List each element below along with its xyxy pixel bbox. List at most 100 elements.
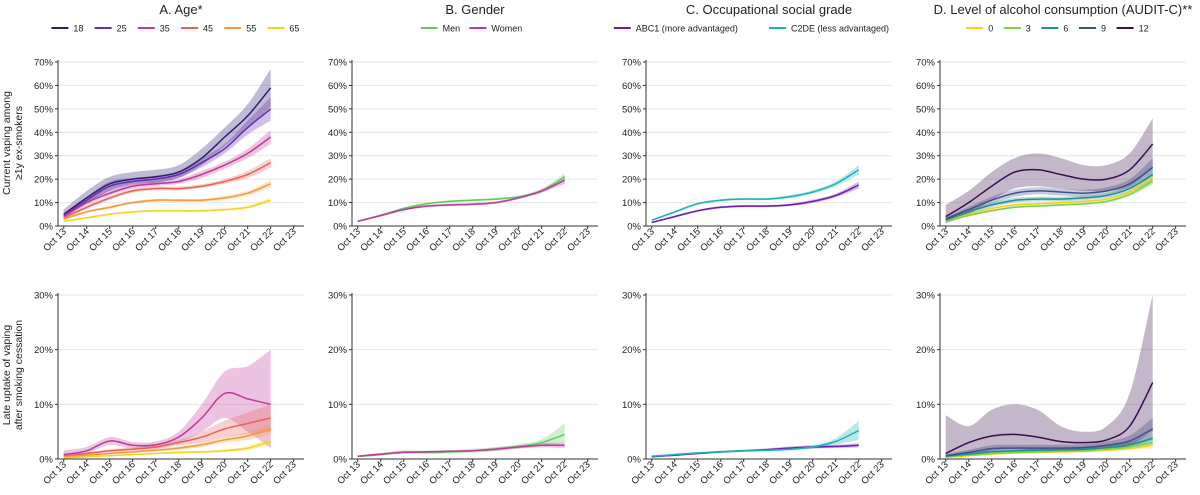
y-tick-label: 40% xyxy=(622,128,642,139)
x-tick-label: Oct 14 xyxy=(946,226,974,254)
legend-item: 65 xyxy=(267,24,299,34)
x-tick-label: Oct 15 xyxy=(381,226,409,254)
series-line-women xyxy=(357,444,565,458)
x-tick-label: Oct 16 xyxy=(992,226,1020,254)
x-tick-label: Oct 15 xyxy=(87,459,115,487)
y-tick-label: 70% xyxy=(916,58,936,69)
x-tick-label: Oct 20 xyxy=(790,226,818,254)
x-tick-label: Oct 23 xyxy=(1153,459,1181,487)
y-tick-label: 70% xyxy=(622,58,642,69)
legend-item: 35 xyxy=(137,24,170,34)
legend-item: 6 xyxy=(1041,24,1068,34)
x-tick-label: Oct 18 xyxy=(450,459,478,487)
series-line-55 xyxy=(63,183,271,220)
y-tick-label: 50% xyxy=(916,104,936,115)
x-tick-label: Oct 16 xyxy=(698,226,726,254)
x-tick-label: Oct 19 xyxy=(1061,459,1089,487)
y-tick-label: 10% xyxy=(916,198,936,209)
y-tick-label: 30% xyxy=(34,151,54,162)
x-tick-label: Oct 19 xyxy=(473,459,501,487)
y-tick-label: 20% xyxy=(34,175,54,186)
y-tick-label: 40% xyxy=(916,128,936,139)
x-tick-label: Oct 16 xyxy=(404,226,432,254)
series-line-45 xyxy=(63,162,272,219)
x-tick-label: Oct 21 xyxy=(225,459,253,487)
x-tick-label: Oct 18 xyxy=(156,226,184,254)
x-tick-label: Oct 17 xyxy=(427,459,455,487)
y-tick-label: 60% xyxy=(622,81,642,92)
panel-title: D. Level of alcohol consumption (AUDIT-C… xyxy=(934,2,1193,17)
series-line-0 xyxy=(945,176,1154,223)
legend-item: Men xyxy=(420,24,461,34)
legend: 18 25 35 45 55 65 xyxy=(51,24,299,34)
x-tick-label: Oct 17 xyxy=(133,226,161,254)
y-tick-label: 60% xyxy=(34,81,54,92)
x-tick-label: Oct 14 xyxy=(64,226,92,254)
x-tick-label: Oct 19 xyxy=(1061,226,1089,254)
panel-title: C. Occupational social grade xyxy=(686,2,852,17)
x-tick-label: Oct 14 xyxy=(652,226,680,254)
legend-item: 9 xyxy=(1079,24,1106,34)
ci-band-9 xyxy=(945,158,1153,221)
series-line-25 xyxy=(63,108,272,217)
y-tick-label: 10% xyxy=(916,400,936,411)
panel-D: D. Level of alcohol consumption (AUDIT-C… xyxy=(916,2,1192,487)
x-tick-label: Oct 14 xyxy=(358,459,386,487)
x-tick-label: Oct 18 xyxy=(1038,226,1066,254)
legend-label: Men xyxy=(443,24,461,34)
x-tick-label: Oct 20 xyxy=(496,226,524,254)
series-line-55 xyxy=(63,428,271,458)
series-line-65 xyxy=(63,199,271,223)
x-tick-label: Oct 21 xyxy=(225,226,253,254)
y-tick-label: 40% xyxy=(328,128,348,139)
x-tick-label: Oct 20 xyxy=(202,459,230,487)
y-tick-label: 20% xyxy=(916,175,936,186)
x-tick-label: Oct 23 xyxy=(271,226,299,254)
y-tick-label: 30% xyxy=(916,151,936,162)
series-line-35 xyxy=(63,391,271,456)
series-line-12 xyxy=(945,143,1154,218)
x-tick-label: Oct 22 xyxy=(836,459,864,487)
x-tick-label: Oct 14 xyxy=(64,459,92,487)
x-tick-label: Oct 18 xyxy=(744,226,772,254)
series-line-9 xyxy=(945,166,1154,220)
x-tick-label: Oct 22 xyxy=(248,459,276,487)
y-tick-label: 10% xyxy=(622,198,642,209)
x-tick-label: Oct 20 xyxy=(202,226,230,254)
legend-item: 18 xyxy=(51,24,83,34)
series-line-12 xyxy=(945,382,1154,455)
row-label-2: Late uptake of vapingafter smoking cessa… xyxy=(1,320,25,430)
ci-band-65 xyxy=(63,197,271,222)
series-line-45 xyxy=(63,417,271,457)
legend-label: 6 xyxy=(1063,24,1068,34)
legend-label: 45 xyxy=(203,24,213,34)
y-tick-label: 50% xyxy=(622,104,642,115)
ci-band-35 xyxy=(63,349,271,457)
x-tick-label: Oct 21 xyxy=(813,459,841,487)
ci-band-c2de-less-advantaged- xyxy=(651,420,859,458)
x-tick-label: Oct 23 xyxy=(859,226,887,254)
x-tick-label: Oct 22 xyxy=(542,226,570,254)
series-line-6 xyxy=(945,173,1154,221)
row-labels: Current vaping among≥1y ex-smokers Late u… xyxy=(1,91,25,430)
y-tick-label: 10% xyxy=(34,400,54,411)
ci-band-55 xyxy=(63,423,271,458)
x-tick-label: Oct 20 xyxy=(1084,226,1112,254)
y-tick-label: 10% xyxy=(328,400,348,411)
x-tick-label: Oct 18 xyxy=(450,226,478,254)
series-line-9 xyxy=(945,428,1154,457)
ci-band-c2de-less-advantaged- xyxy=(651,165,859,222)
legend-item: 12 xyxy=(1116,24,1149,34)
x-tick-label: Oct 18 xyxy=(744,459,772,487)
legend-label: ABC1 (more advantaged) xyxy=(636,24,738,34)
ci-band-25 xyxy=(63,97,271,218)
series-line-18 xyxy=(63,87,272,215)
legend-label: 18 xyxy=(73,24,83,34)
